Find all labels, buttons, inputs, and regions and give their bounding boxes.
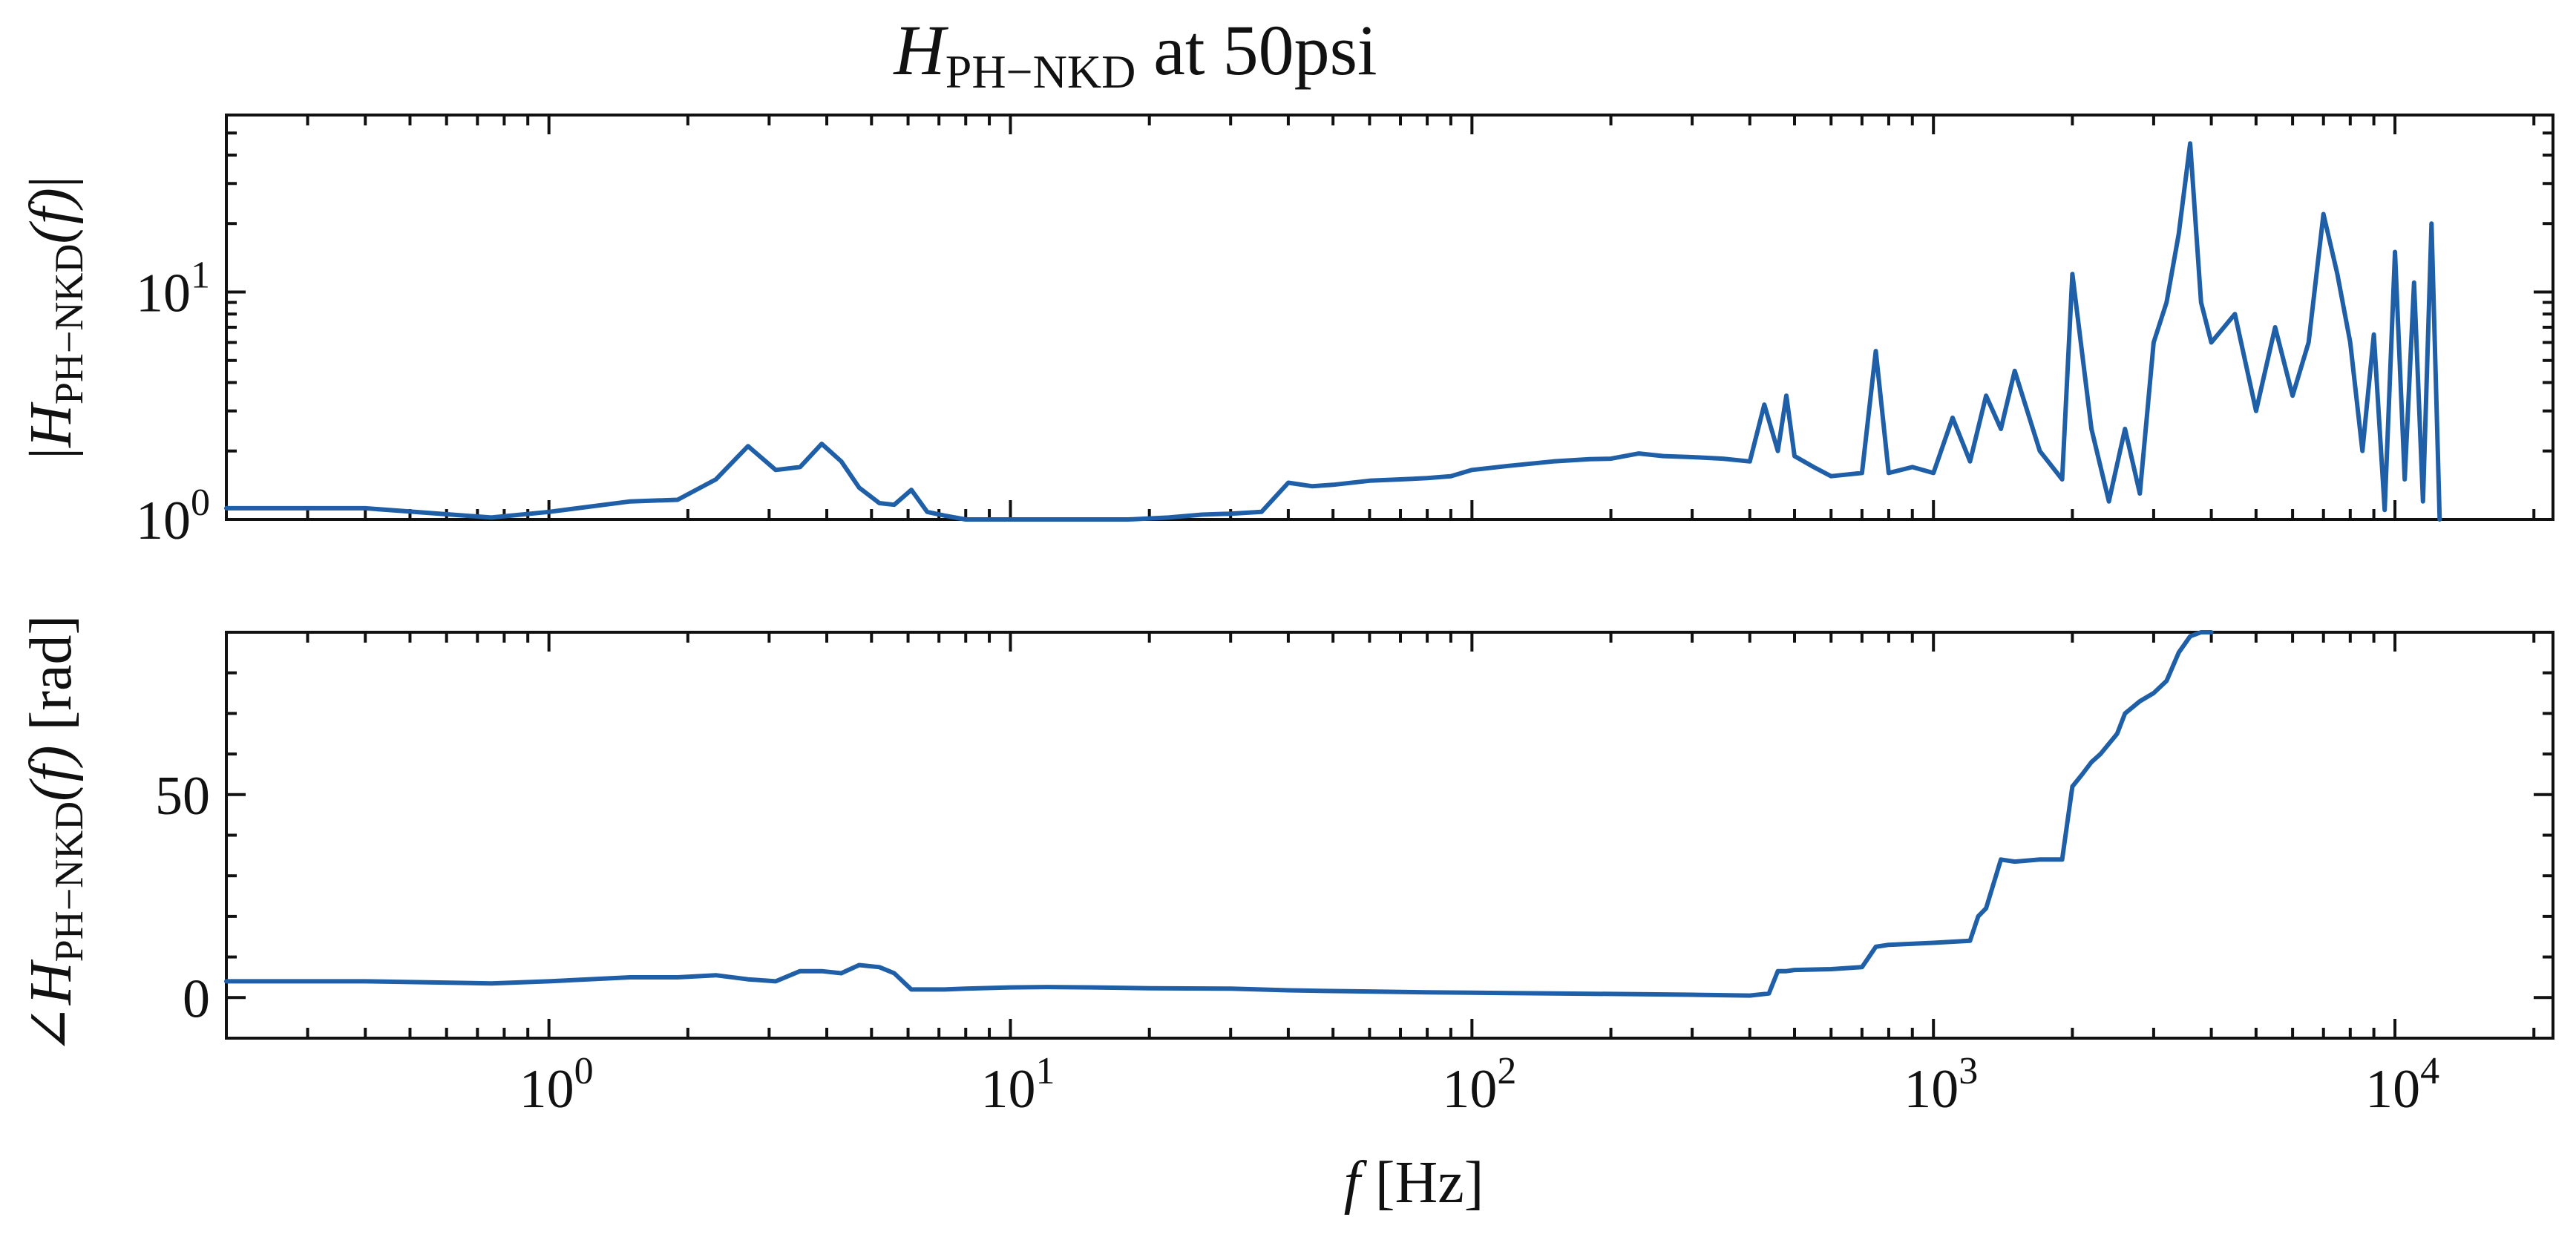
title-symbol: H	[892, 10, 948, 90]
magnitude-axes-frame	[225, 114, 2554, 521]
magnitude-series-line	[224, 141, 2442, 522]
phase-ylabel-pre: ∠	[19, 1005, 84, 1054]
tick-base: 10	[1442, 1059, 1497, 1120]
tick-exponent: 3	[1959, 1050, 1978, 1092]
xlabel-unit: [Hz]	[1360, 1150, 1484, 1216]
phase-y-tick-labels: 0 50	[155, 766, 210, 1030]
tick-base: 10	[136, 263, 191, 324]
tick-base: 10	[520, 1059, 574, 1120]
mag-y-tick-label: 100	[136, 482, 210, 551]
tick-exponent: 2	[1497, 1050, 1516, 1092]
magnitude-ticks	[225, 114, 2553, 521]
x-tick-label: 103	[1904, 1050, 1978, 1120]
mag-ylabel-symbol: H	[19, 401, 84, 448]
mag-ylabel-pre: |	[19, 447, 84, 459]
phase-y-axis-label: ∠HPH−NKD(f) [rad]	[19, 615, 91, 1054]
x-tick-labels: 100 101 102 103 104	[520, 1050, 2439, 1120]
phase-ylabel-post: [rad]	[19, 615, 84, 745]
tick-exponent: 0	[191, 482, 210, 524]
x-tick-label: 101	[981, 1050, 1055, 1120]
phase-ylabel-arg: (f)	[19, 745, 84, 801]
mag-ylabel-arg: (f)	[19, 188, 84, 244]
tick-base: 10	[136, 491, 191, 551]
phase-panel: 0 50 ∠HPH−NKD(f) [rad]	[19, 615, 2554, 1054]
phase-ylabel-subscript: PH−NKD	[47, 801, 91, 962]
title-rest: at 50psi	[1135, 10, 1377, 90]
phase-axes-frame	[225, 631, 2554, 1040]
phase-ticks	[225, 631, 2553, 1040]
mag-ylabel-post: |	[19, 176, 84, 188]
magnitude-y-axis-label: |HPH−NKD(f)|	[19, 176, 91, 459]
chart-title: HPH−NKD at 50psi	[892, 10, 1377, 98]
tick-base: 10	[981, 1059, 1036, 1120]
tick-exponent: 1	[1036, 1050, 1055, 1092]
title-subscript: PH−NKD	[945, 45, 1136, 98]
phase-y-tick-label: 0	[183, 968, 210, 1029]
x-axis-label: f [Hz]	[1344, 1150, 1484, 1216]
mag-ylabel-subscript: PH−NKD	[47, 244, 91, 404]
tick-base: 10	[2365, 1059, 2420, 1120]
phase-ylabel-symbol: H	[19, 959, 84, 1006]
x-tick-label: 100	[520, 1050, 594, 1120]
phase-y-tick-label: 50	[155, 766, 210, 827]
tick-exponent: 0	[574, 1050, 594, 1092]
phase-series-line	[224, 630, 2214, 998]
tick-exponent: 1	[191, 255, 210, 297]
mag-y-tick-label: 101	[136, 255, 210, 324]
x-tick-label: 104	[2365, 1050, 2439, 1120]
x-tick-label: 102	[1442, 1050, 1516, 1120]
tick-exponent: 4	[2420, 1050, 2439, 1092]
tick-base: 10	[1904, 1059, 1959, 1120]
